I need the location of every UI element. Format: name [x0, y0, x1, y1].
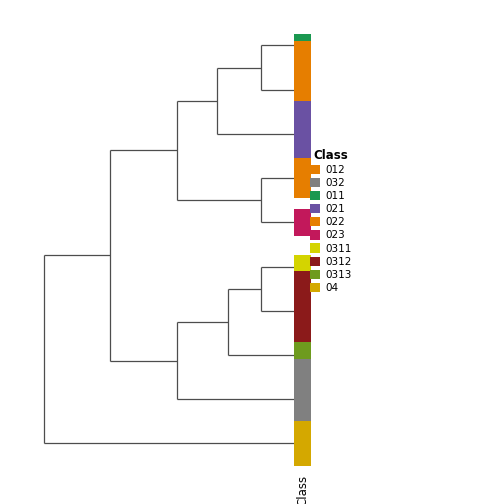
Bar	[294, 342, 311, 368]
Bar	[294, 101, 311, 167]
Bar	[294, 158, 311, 198]
Bar	[294, 359, 311, 439]
Bar	[294, 34, 311, 56]
Bar	[294, 256, 311, 278]
Legend: 012, 032, 011, 021, 022, 023, 0311, 0312, 0313, 04: 012, 032, 011, 021, 022, 023, 0311, 0312…	[307, 147, 354, 295]
Bar	[294, 41, 311, 138]
Text: Class: Class	[296, 475, 309, 504]
Bar	[294, 421, 311, 466]
Bar	[294, 271, 311, 351]
Bar	[294, 209, 311, 235]
